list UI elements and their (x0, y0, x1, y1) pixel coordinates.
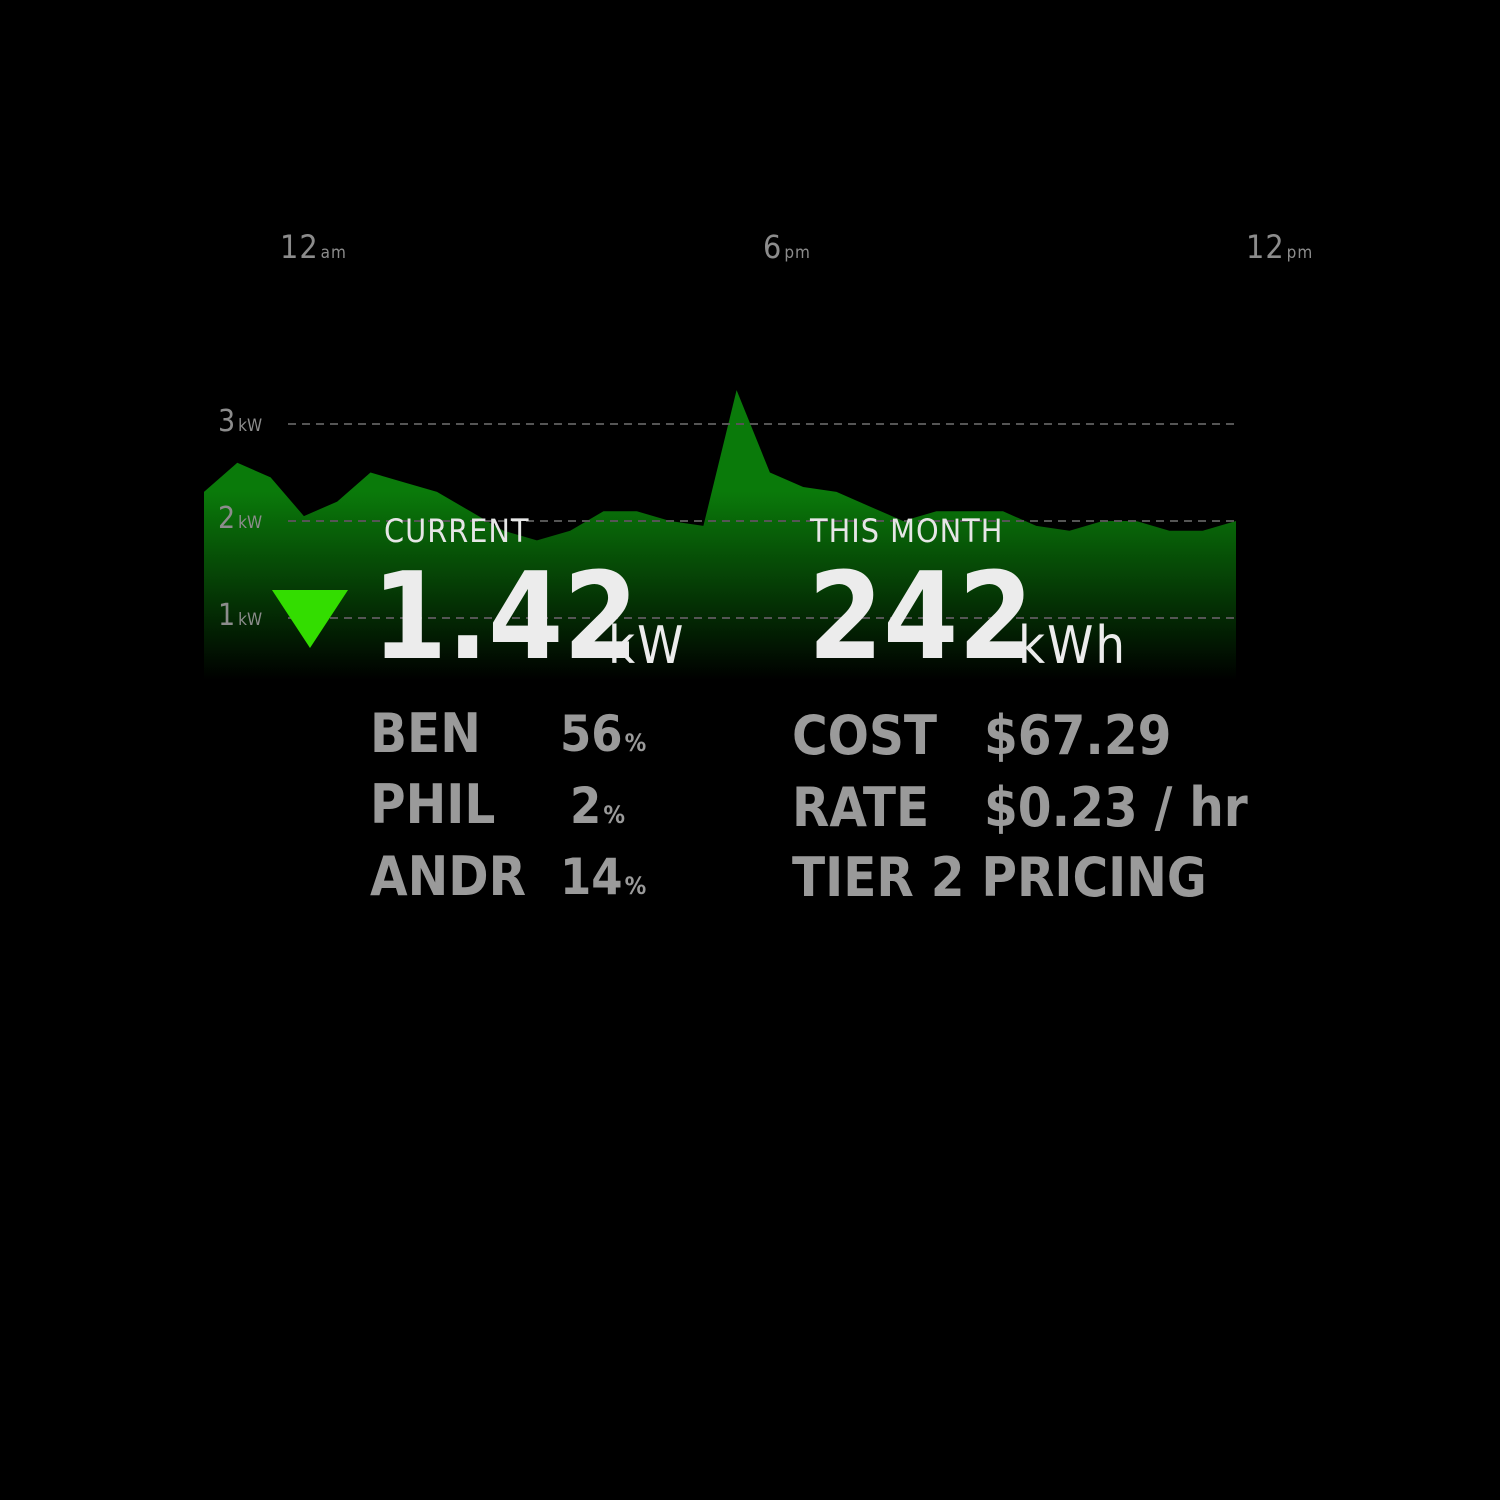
user-name-phil: PHIL (370, 773, 496, 836)
usage-area (204, 390, 1236, 680)
month-heading: THIS MONTH (810, 512, 1004, 550)
cost-label: COST (792, 704, 938, 767)
rate-value: $0.23 / hr (984, 776, 1248, 839)
current-unit: kW (608, 616, 686, 676)
y-tick-label: 2 kW (218, 501, 263, 536)
x-tick-label: 6 pm (763, 228, 811, 266)
x-tick-label: 12 pm (1246, 228, 1314, 266)
month-value: 242 (808, 548, 1034, 687)
user-share-ben: 56% (560, 705, 647, 763)
user-share-andr: 14% (560, 848, 647, 906)
month-unit: kWh (1018, 616, 1128, 676)
cost-value: $67.29 (984, 704, 1172, 767)
trend-down-icon (272, 590, 348, 648)
current-value: 1.42 (372, 548, 639, 687)
user-name-ben: BEN (370, 702, 481, 765)
x-tick-label: 12 am (280, 228, 347, 266)
tier-pricing: TIER 2 PRICING (792, 846, 1207, 909)
user-share-phil: 2% (570, 777, 625, 835)
current-heading: CURRENT (384, 512, 530, 550)
y-tick-label: 1 kW (218, 598, 263, 633)
y-tick-label: 3 kW (218, 404, 263, 439)
rate-label: RATE (792, 776, 930, 839)
user-name-andr: ANDR (370, 845, 527, 908)
